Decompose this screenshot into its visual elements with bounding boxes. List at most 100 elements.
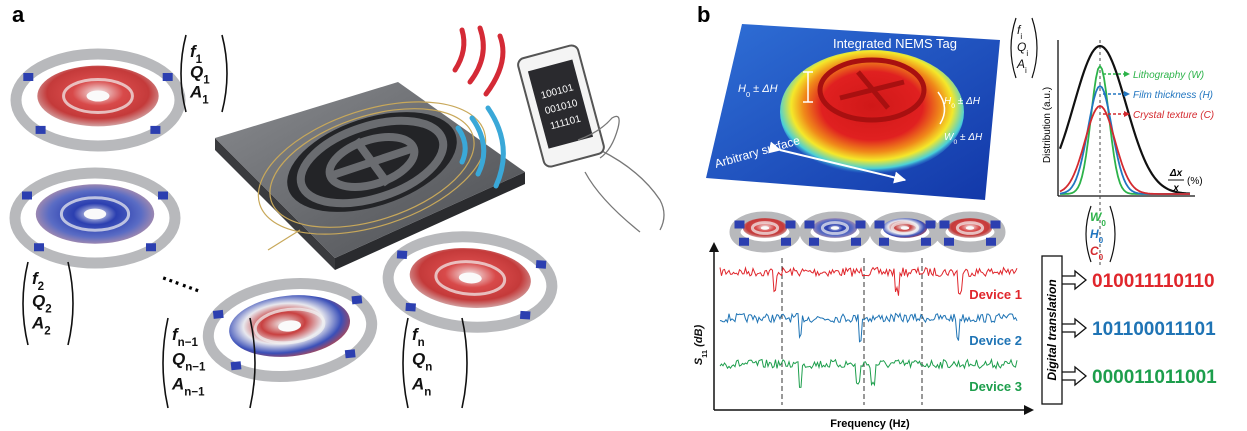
center bbox=[831, 226, 839, 230]
factor-label: Film thickness (H) bbox=[1133, 90, 1213, 101]
symbol-sub: 2 bbox=[45, 303, 51, 315]
anchor bbox=[22, 192, 32, 200]
center bbox=[84, 209, 106, 220]
device-label: Device 2 bbox=[969, 333, 1022, 348]
center bbox=[901, 226, 909, 230]
axis-arrow bbox=[709, 242, 719, 252]
bracket bbox=[222, 35, 227, 112]
symbol: An−1 bbox=[171, 374, 205, 398]
mode-shape bbox=[16, 54, 180, 146]
anchor bbox=[856, 221, 866, 229]
axis-arrow bbox=[1024, 405, 1034, 415]
factor-arrowhead bbox=[1124, 71, 1130, 77]
factor-arrowhead bbox=[1124, 91, 1130, 97]
symbol: C0 bbox=[1090, 244, 1104, 262]
anchor bbox=[146, 243, 156, 251]
anchor bbox=[150, 126, 160, 134]
symbol-main: Q bbox=[190, 62, 203, 81]
anchor bbox=[36, 126, 46, 134]
wave bbox=[470, 28, 483, 82]
panel-b: b Integrated NEMS TagH0 ± ΔHH0 ± ΔHW0 ± … bbox=[693, 2, 1217, 430]
symbol: fn−1 bbox=[172, 325, 198, 349]
device-label: Device 1 bbox=[969, 287, 1022, 302]
binary-code: 000011011001 bbox=[1092, 367, 1217, 388]
anchor bbox=[163, 73, 173, 81]
factor-label: Lithography (W) bbox=[1133, 70, 1204, 81]
mode-shape bbox=[875, 217, 936, 247]
anchor bbox=[926, 221, 936, 229]
x-label-unit: (%) bbox=[1187, 176, 1203, 187]
anchor bbox=[34, 243, 44, 251]
mode-shape bbox=[204, 276, 377, 385]
mode-shape bbox=[805, 217, 866, 247]
anchor bbox=[921, 238, 931, 246]
center bbox=[87, 90, 110, 101]
figure: a 100101001010111101 f1Q1A1f2Q2A2fn−1Qn−… bbox=[0, 0, 1247, 431]
mode-shape bbox=[735, 217, 796, 247]
anchor bbox=[520, 311, 531, 320]
symbol: fn bbox=[412, 325, 425, 349]
anchor bbox=[213, 310, 224, 319]
anchor bbox=[944, 238, 954, 246]
symbol-main: Q bbox=[1017, 40, 1026, 54]
symbol: W0 bbox=[1090, 210, 1106, 228]
hand bbox=[585, 150, 664, 232]
symbol-sub: 1 bbox=[203, 74, 210, 86]
symbol-sub: n bbox=[425, 362, 432, 374]
symbol-sub: i bbox=[1025, 66, 1027, 75]
anchor bbox=[986, 238, 996, 246]
center bbox=[761, 226, 769, 230]
x-axis-label: Frequency (Hz) bbox=[830, 418, 910, 430]
symbol-main: H bbox=[1090, 227, 1099, 241]
symbol-main: A bbox=[1016, 57, 1025, 71]
parameter-vector: f2Q2A2 bbox=[23, 262, 73, 345]
translation-arrow bbox=[1062, 271, 1086, 289]
symbol: Qn bbox=[412, 350, 432, 374]
symbol-main: A bbox=[171, 374, 184, 393]
translation-arrow bbox=[1062, 319, 1086, 337]
y-axis-label: Distribution (a.u.) bbox=[1042, 87, 1053, 163]
symbol: An bbox=[411, 374, 431, 398]
anchor bbox=[739, 238, 749, 246]
symbol-rest: ± ΔH bbox=[750, 83, 778, 95]
anchor bbox=[805, 221, 815, 229]
bracket bbox=[1011, 18, 1016, 78]
symbol-main: Q bbox=[412, 350, 425, 369]
symbol: fi bbox=[1017, 23, 1022, 41]
symbol-sub: 0 bbox=[1099, 253, 1104, 262]
anchor bbox=[536, 260, 547, 269]
wave bbox=[486, 36, 503, 94]
symbol-main: A bbox=[189, 83, 202, 102]
x-label-num: Δx bbox=[1169, 168, 1183, 179]
anchor bbox=[851, 238, 861, 246]
anchor bbox=[991, 221, 1001, 229]
x-label-den: x bbox=[1172, 183, 1179, 194]
dome bbox=[780, 50, 964, 174]
anchor bbox=[158, 192, 168, 200]
symbol-rest: (dB) bbox=[693, 325, 705, 350]
bracket bbox=[163, 318, 168, 408]
anchor bbox=[879, 238, 889, 246]
symbol-sub: 2 bbox=[44, 326, 50, 338]
electrode bbox=[268, 230, 300, 250]
anchor bbox=[397, 250, 408, 259]
symbol-sub: n bbox=[424, 386, 431, 398]
symbol: Qn−1 bbox=[172, 350, 206, 374]
wave bbox=[455, 30, 464, 70]
bracket bbox=[1110, 206, 1115, 262]
anchor bbox=[345, 349, 356, 358]
bracket bbox=[23, 262, 28, 345]
anchor bbox=[809, 238, 819, 246]
symbol-sub: n bbox=[418, 337, 425, 349]
symbol-rest: ± ΔW bbox=[833, 189, 870, 211]
anchor bbox=[786, 221, 796, 229]
symbol-sub: 1 bbox=[202, 95, 209, 107]
spectra-plot: S11 (dB)Frequency (Hz)Device 10100111101… bbox=[693, 217, 1217, 430]
factor-label: Crystal texture (C) bbox=[1133, 110, 1214, 121]
bracket bbox=[68, 262, 73, 345]
center bbox=[966, 226, 974, 230]
symbol-main: Q bbox=[172, 350, 185, 369]
binary-code: 101100011101 bbox=[1092, 319, 1216, 340]
